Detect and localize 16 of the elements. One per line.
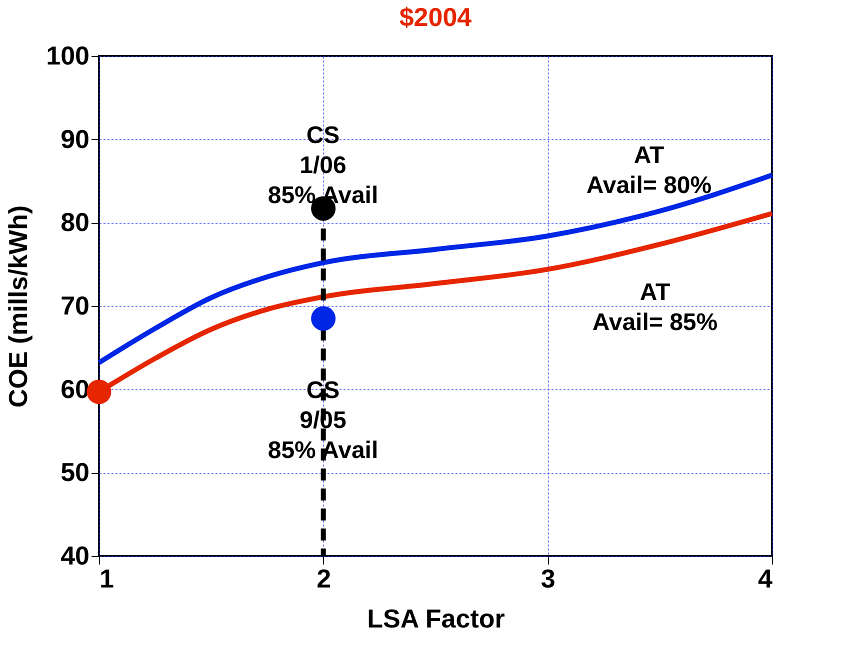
y-tick-label: 40 [60,540,90,570]
x-tick-label: 2 [316,564,332,594]
x-tick-label: 4 [758,564,774,594]
y-tick-label: 70 [60,290,90,320]
y-tick-label: 100 [46,40,90,70]
y-tick-label: 90 [60,124,90,154]
x-tick-label: 1 [100,564,114,594]
y-axis-title: COE (mills/kWh) [3,205,34,408]
x-tick-label: 3 [540,564,556,594]
y-tick-label: 50 [60,457,90,488]
annotation: AT Avail= 80% [586,142,712,199]
y-tick-label: 60 [60,374,90,404]
annotation: AT Avail= 85% [592,279,718,336]
y-tick-label: 80 [60,207,90,238]
x-axis-title: LSA Factor [367,604,505,634]
chart-title: $2004 [399,2,472,32]
